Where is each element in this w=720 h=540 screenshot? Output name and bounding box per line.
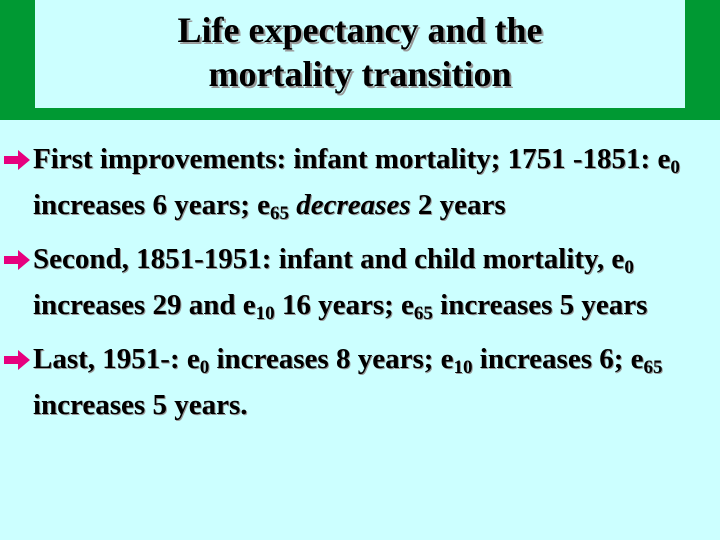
text-run: Second, 1851-1951: infant and child mort… — [33, 243, 625, 275]
text-run: increases 5 years — [432, 289, 648, 321]
bullet: Second, 1851-1951: infant and child mort… — [0, 236, 713, 328]
text-run: increases 6 years; e — [33, 189, 271, 221]
text-run: increases 5 years. — [33, 389, 248, 421]
subscript: 65 — [643, 357, 663, 378]
text-run: 16 years; e — [274, 289, 414, 321]
title-line: Life expectancy and the — [177, 10, 543, 50]
text-run: increases 6; e — [472, 343, 644, 375]
bullet-arrow — [4, 250, 30, 270]
bullet: First improvements: infant mortality; 17… — [0, 136, 713, 228]
subscript: 65 — [270, 203, 290, 224]
text-run: Last, 1951-: e — [33, 343, 200, 375]
bullet-arrow — [4, 150, 30, 170]
subscript: 0 — [670, 157, 680, 178]
subscript: 10 — [453, 357, 473, 378]
text-run: First improvements: infant mortality; 17… — [33, 143, 671, 175]
bullet: Last, 1951-: e0 increases 8 years; e10 i… — [0, 336, 713, 428]
bullet-arrow — [4, 350, 30, 370]
title-line: mortality transition — [208, 54, 512, 94]
bullet-list: First improvements: infant mortality; 17… — [0, 136, 720, 436]
title-box: Life expectancy and the mortality transi… — [35, 0, 685, 108]
text-run: increases 29 and e — [33, 289, 256, 321]
subscript: 10 — [255, 303, 275, 324]
subscript: 0 — [199, 357, 210, 378]
subscript: 65 — [413, 303, 433, 324]
emphasis: decreases — [296, 189, 411, 221]
subscript: 0 — [624, 257, 634, 278]
text-run: increases 8 years; e — [209, 343, 454, 375]
text-run: 2 years — [410, 189, 506, 221]
